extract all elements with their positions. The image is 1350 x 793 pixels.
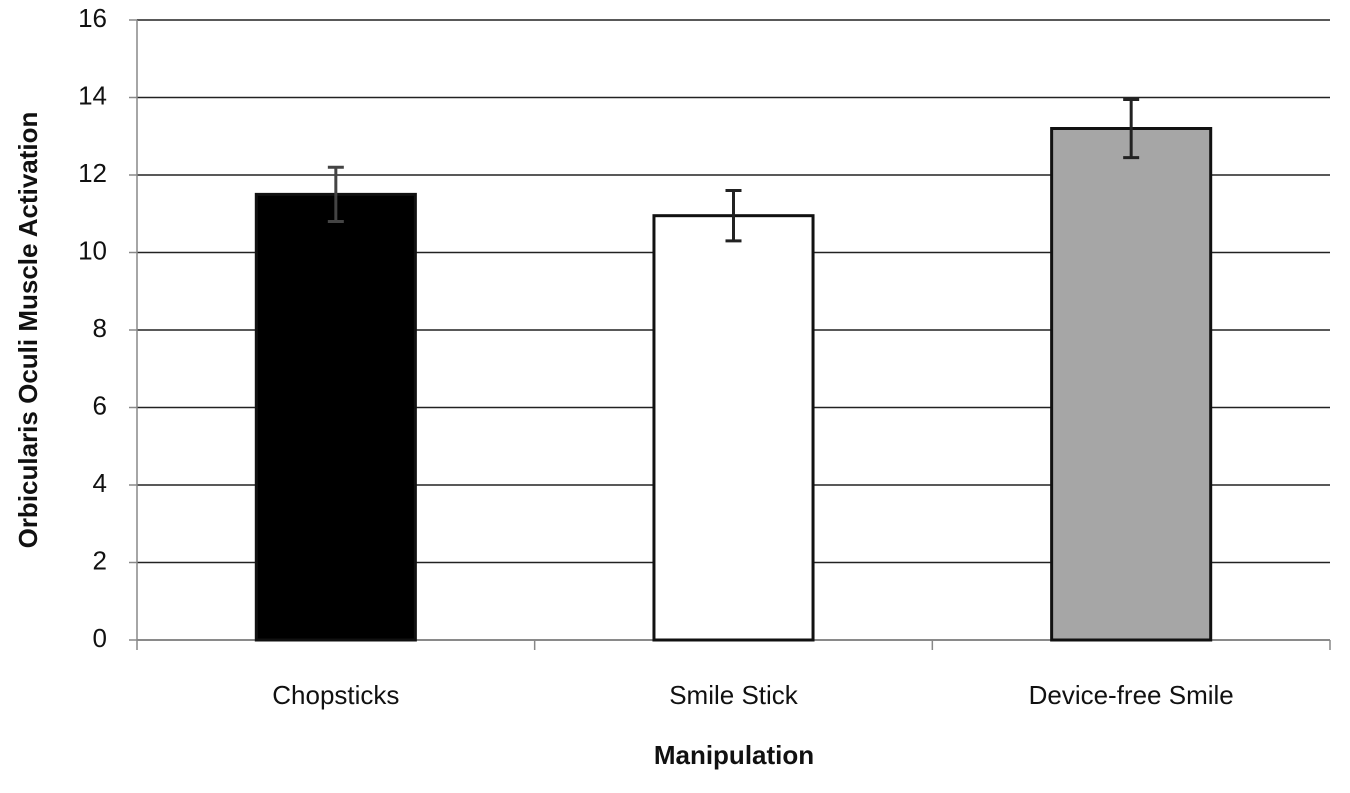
y-axis-title: Orbicularis Oculi Muscle Activation (13, 112, 43, 549)
x-axis-title: Manipulation (654, 740, 814, 770)
y-tick-label: 0 (93, 623, 107, 653)
y-tick-label: 16 (78, 3, 107, 33)
y-tick-label: 12 (78, 158, 107, 188)
y-tick-label: 14 (78, 80, 107, 110)
x-tick-label: Chopsticks (272, 680, 399, 710)
y-tick-label: 6 (93, 390, 107, 420)
y-tick-label: 8 (93, 313, 107, 343)
bar (1050, 127, 1213, 642)
bar (652, 214, 815, 642)
error-bar (1123, 97, 1140, 160)
y-tick-label: 2 (93, 545, 107, 575)
error-bar (725, 189, 742, 243)
error-bar (327, 165, 344, 223)
x-tick-label: Device-free Smile (1029, 680, 1234, 710)
x-tick-label: Smile Stick (669, 680, 799, 710)
y-tick-label: 4 (93, 468, 107, 498)
bar (254, 192, 417, 642)
y-tick-label: 10 (78, 235, 107, 265)
